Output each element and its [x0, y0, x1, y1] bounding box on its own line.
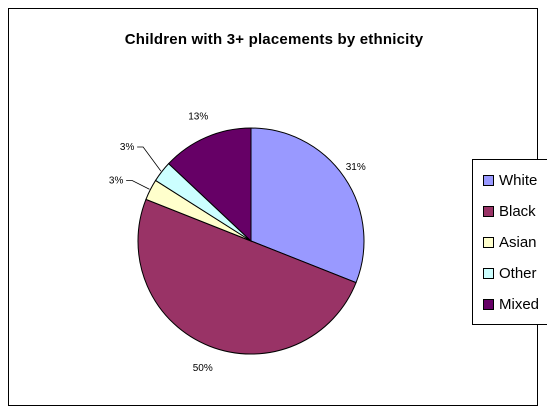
legend-item-asian: Asian: [483, 232, 537, 252]
slice-label-other: 3%: [120, 142, 135, 153]
legend-swatch: [483, 174, 494, 186]
legend-item-black: Black: [483, 201, 536, 221]
legend-label: Other: [499, 264, 537, 282]
legend-item-mixed: Mixed: [483, 294, 539, 314]
legend-label: Asian: [499, 233, 537, 251]
leader-line-asian: [126, 180, 150, 190]
legend: White Black Asian Other Mixed: [472, 159, 547, 325]
legend-label: White: [499, 171, 538, 189]
legend-swatch: [483, 205, 494, 217]
slice-label-white: 31%: [346, 162, 366, 173]
pie-slice-mixed: [167, 127, 252, 243]
slice-label-black: 50%: [193, 363, 213, 374]
legend-item-white: White: [483, 170, 537, 190]
legend-label: Black: [499, 202, 536, 220]
legend-swatch: [483, 236, 494, 248]
leader-line-other: [137, 146, 162, 172]
chart-title: Children with 3+ placements by ethnicity: [124, 31, 424, 48]
legend-label: Mixed: [499, 295, 540, 313]
slice-label-asian: 3%: [109, 176, 124, 187]
legend-item-other: Other: [483, 263, 537, 283]
slice-label-mixed: 13%: [188, 112, 208, 123]
legend-swatch: [483, 298, 494, 310]
pie-slice-black: [137, 198, 357, 355]
pie-slice-white: [250, 127, 365, 284]
legend-swatch: [483, 267, 494, 279]
